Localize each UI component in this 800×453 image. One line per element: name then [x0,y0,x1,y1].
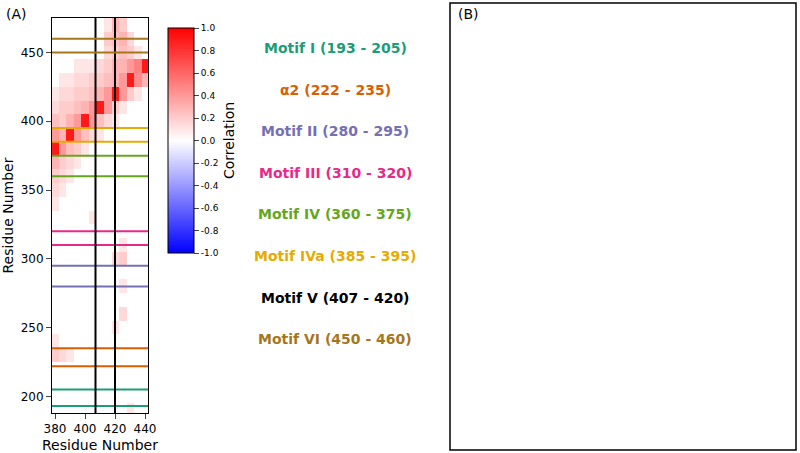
svg-text:Residue Number: Residue Number [42,437,158,453]
svg-text:(B): (B) [458,6,479,22]
svg-text:Motif IV (360 - 375): Motif IV (360 - 375) [258,206,412,222]
svg-text:Motif V (407 - 420): Motif V (407 - 420) [261,290,410,306]
svg-text:Motif II (280 - 295): Motif II (280 - 295) [261,123,409,139]
svg-text:-0.8: -0.8 [201,226,219,236]
svg-text:440: 440 [134,422,157,436]
svg-text:-0.2: -0.2 [201,158,219,168]
svg-text:0.6: 0.6 [201,68,216,78]
svg-text:380: 380 [44,422,67,436]
svg-text:450: 450 [21,46,44,60]
svg-text:400: 400 [74,422,97,436]
svg-text:0.8: 0.8 [201,46,216,56]
svg-text:0.2: 0.2 [201,113,215,123]
svg-text:200: 200 [21,390,44,404]
svg-text:-0.4: -0.4 [201,181,219,191]
svg-text:400: 400 [21,114,44,128]
svg-text:350: 350 [21,183,44,197]
svg-text:0.0: 0.0 [201,136,216,146]
svg-text:-1.0: -1.0 [201,248,219,258]
svg-text:420: 420 [104,422,127,436]
svg-text:0.4: 0.4 [201,91,216,101]
svg-text:Residue Number: Residue Number [0,157,16,273]
svg-text:α2 (222 - 235): α2 (222 - 235) [280,82,391,98]
svg-text:(A): (A) [6,6,27,22]
svg-text:Motif III (310 - 320): Motif III (310 - 320) [259,165,412,181]
svg-text:250: 250 [21,321,44,335]
svg-text:Correlation: Correlation [221,102,237,179]
svg-text:1.0: 1.0 [201,23,216,33]
svg-text:Motif I (193 - 205): Motif I (193 - 205) [264,40,407,56]
svg-text:300: 300 [21,252,44,266]
svg-text:Motif VI (450 - 460): Motif VI (450 - 460) [258,331,412,347]
svg-text:-0.6: -0.6 [201,203,219,213]
svg-text:Motif IVa (385 - 395): Motif IVa (385 - 395) [254,248,416,264]
